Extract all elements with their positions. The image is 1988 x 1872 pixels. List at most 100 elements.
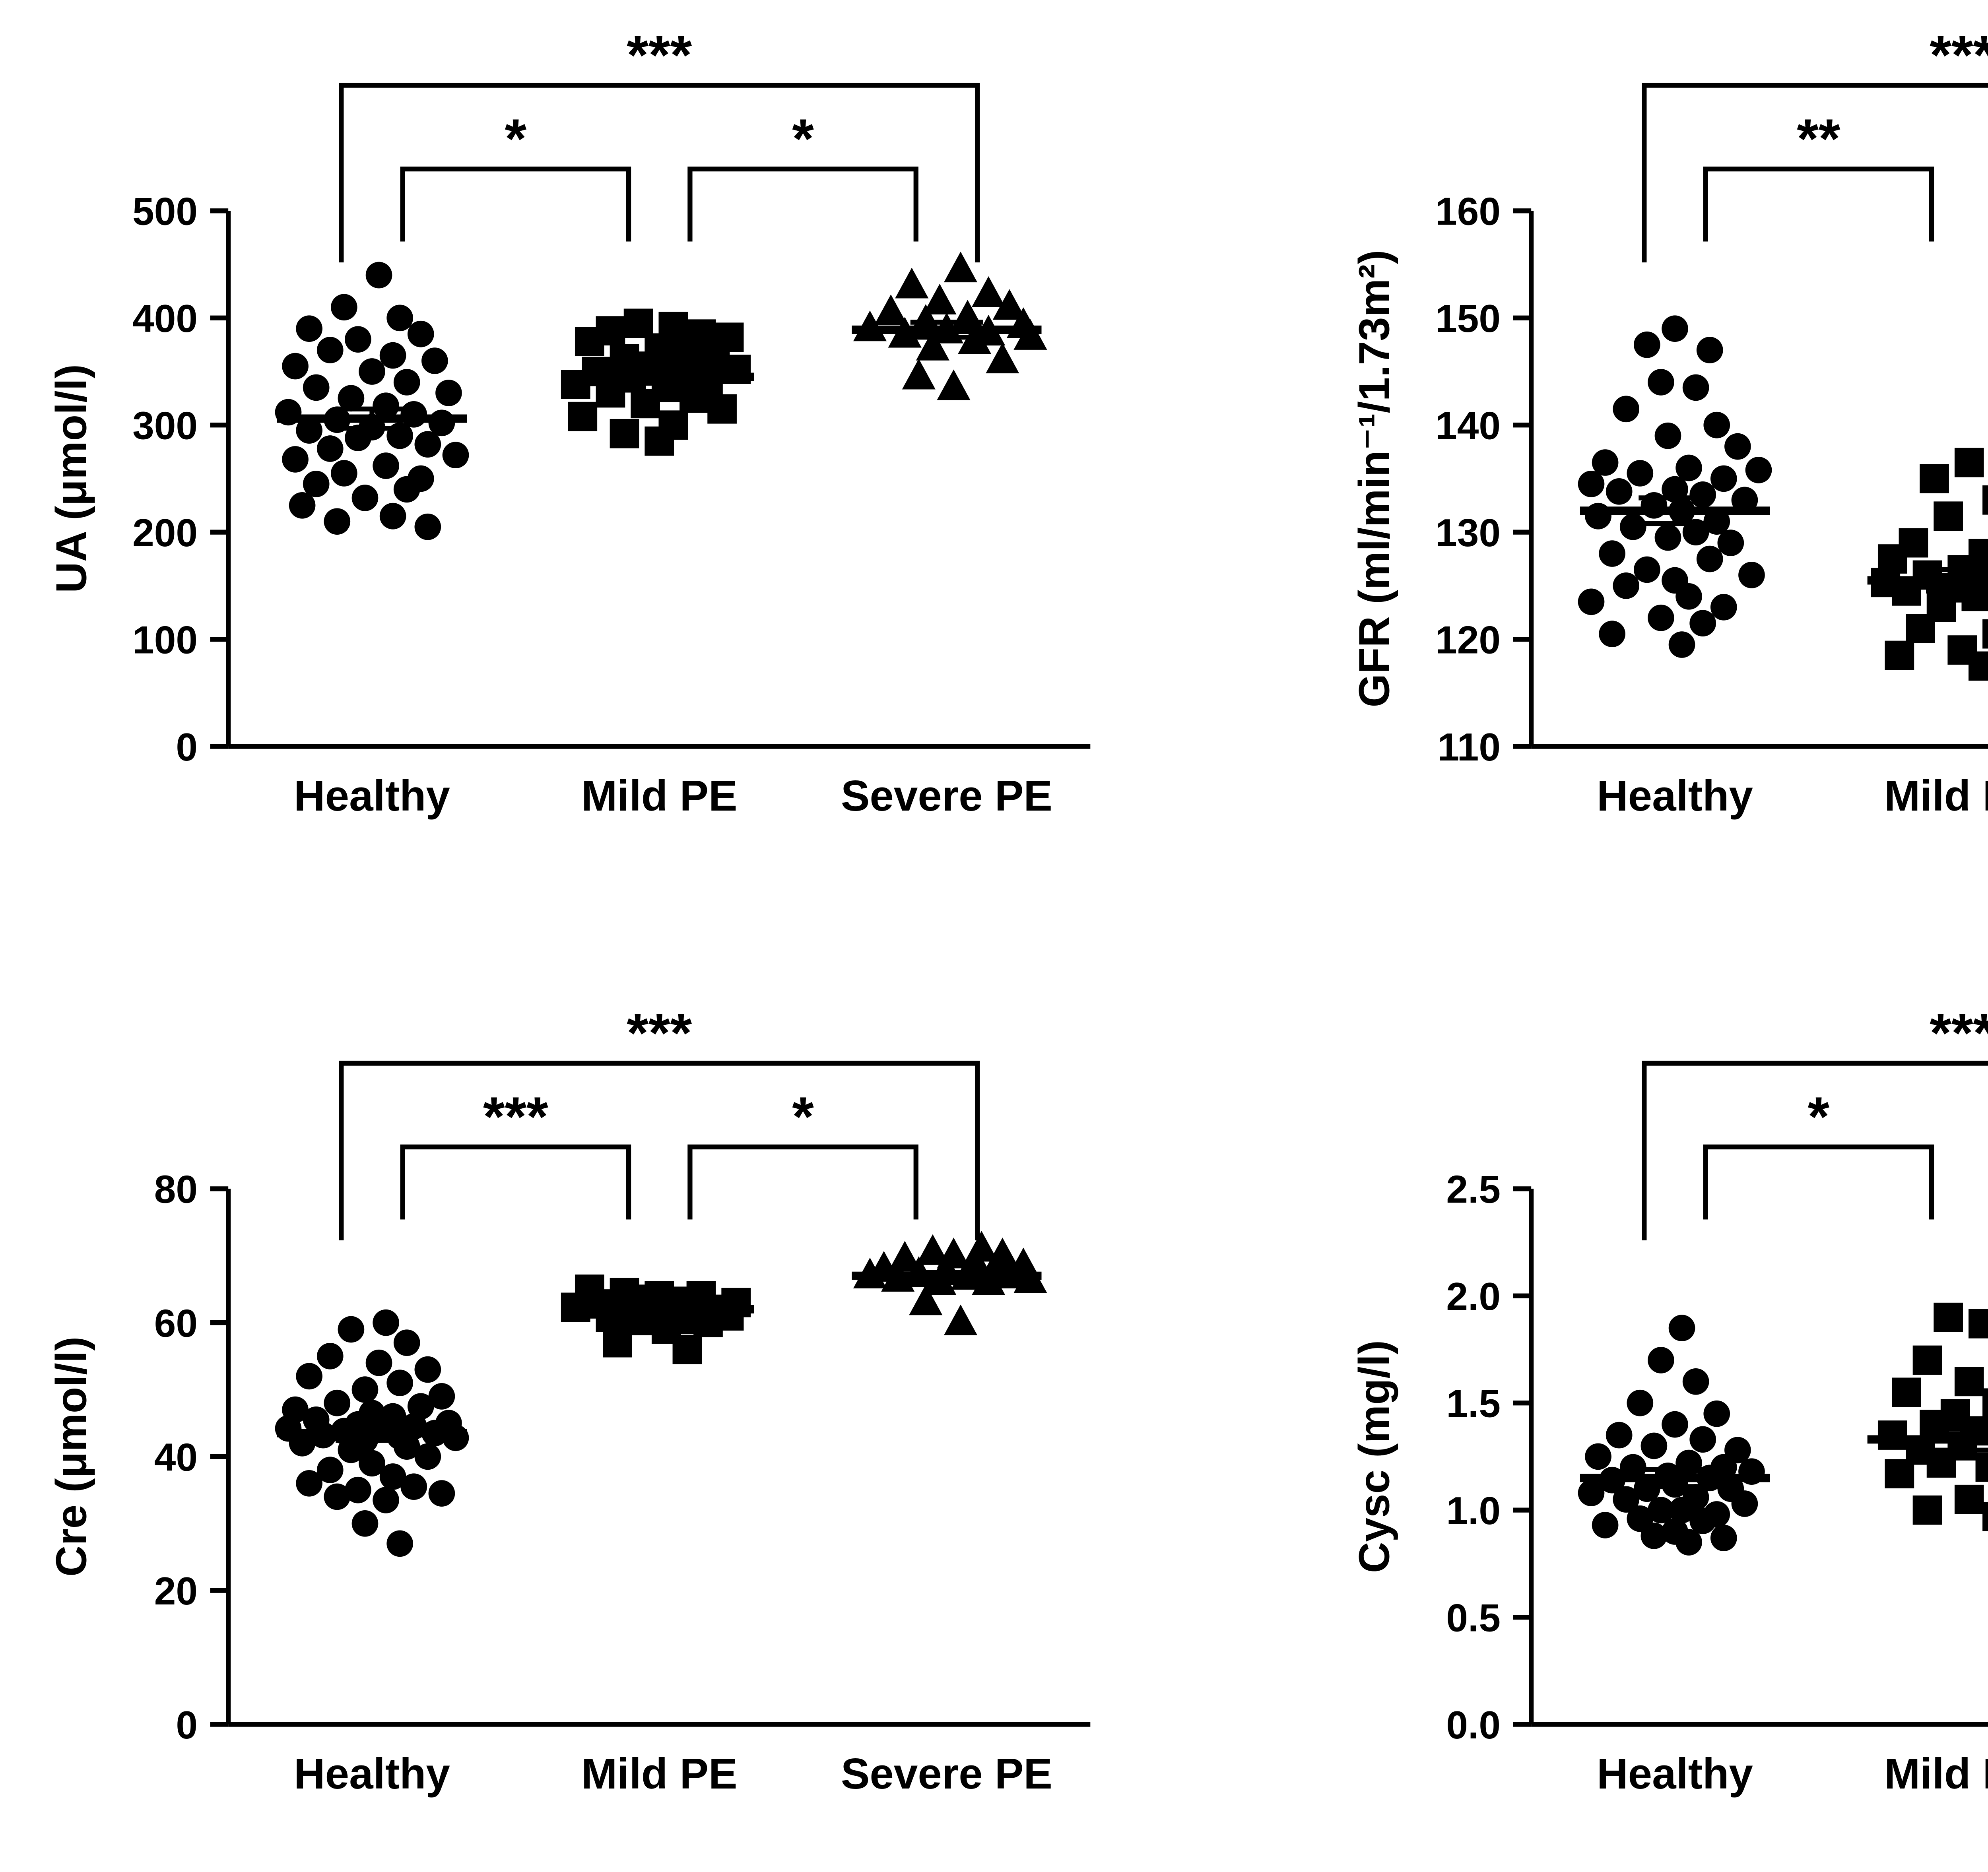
data-point-circle	[442, 1424, 469, 1451]
significance-label: *	[792, 107, 814, 170]
y-axis-title: GFR (ml/min⁻¹/1.73m²)	[1350, 250, 1398, 707]
data-point-circle	[1724, 433, 1751, 460]
data-point-circle	[1668, 1314, 1695, 1341]
data-point-circle	[414, 431, 441, 458]
data-point-circle	[316, 1456, 344, 1483]
chart-gfr: 110 120 130 140 150 160 GFR (ml/min⁻¹/1.73m²) H…	[1339, 20, 1988, 871]
y-tick-label: 1.0	[1446, 1489, 1501, 1533]
data-point-circle	[316, 337, 344, 363]
y-tick-label: 300	[132, 404, 198, 448]
cre-scatter-plot: 0 20 40 60 80 Cre (μmol/l) Healthy Mild PE Sever…	[47, 1001, 1091, 1798]
x-category-label: Healthy	[294, 1750, 450, 1798]
data-point-square	[623, 308, 653, 338]
chart-ua: 0 100 200 300 400 500 UA (μmol/l) Healthy Mild P…	[36, 20, 1124, 871]
data-point-circle	[373, 1486, 399, 1513]
data-point-square	[1926, 1448, 1956, 1478]
chart-cre: 0 20 40 60 80 Cre (μmol/l) Healthy Mild PE Sever…	[36, 998, 1124, 1849]
data-point-circle	[351, 1376, 379, 1403]
data-point-circle	[379, 1463, 406, 1490]
data-point-circle	[1612, 1486, 1639, 1513]
data-point-circle	[400, 1473, 427, 1500]
data-point-square	[575, 327, 604, 356]
data-point-square	[1891, 1377, 1921, 1407]
data-point-square	[568, 402, 598, 431]
x-category-label: Mild PE	[581, 1750, 738, 1798]
data-point-circle	[303, 374, 330, 401]
data-point-square	[1912, 1345, 1942, 1375]
x-category-label: Severe PE	[841, 772, 1052, 820]
data-point-circle	[1606, 478, 1633, 505]
data-point-circle	[428, 1383, 455, 1410]
data-point-circle	[1696, 337, 1723, 363]
data-point-circle	[1717, 530, 1744, 556]
data-point-circle	[345, 326, 371, 353]
data-point-circle	[428, 1480, 455, 1507]
data-point-square	[1968, 1309, 1988, 1339]
data-point-circle	[345, 1476, 371, 1503]
significance-label: *	[1807, 1085, 1829, 1148]
y-axis-title: Cysc (mg/l)	[1350, 1340, 1398, 1573]
data-point-triangle	[895, 268, 929, 299]
significance-label: *	[792, 1085, 814, 1148]
data-point-circle	[1647, 604, 1674, 631]
significance-label: ***	[483, 1085, 548, 1148]
data-point-square	[672, 1335, 702, 1364]
data-point-circle	[1682, 1368, 1709, 1395]
y-tick-label: 150	[1435, 297, 1501, 340]
significance-bracket	[400, 166, 631, 242]
data-point-square	[596, 378, 625, 408]
y-tick-label: 2.5	[1446, 1167, 1501, 1211]
x-category-label: Healthy	[1597, 772, 1753, 820]
data-point-circle	[1689, 1507, 1716, 1534]
data-point-circle	[1578, 1479, 1604, 1506]
data-point-circle	[296, 315, 322, 342]
data-point-square	[1961, 582, 1988, 611]
data-point-circle	[1675, 454, 1702, 481]
data-point-circle	[1592, 1511, 1618, 1538]
data-point-circle	[1654, 524, 1681, 551]
data-point-triangle	[916, 1234, 949, 1265]
data-point-circle	[1703, 1400, 1730, 1427]
data-point-circle	[351, 485, 379, 511]
data-point-circle	[1647, 369, 1674, 396]
data-point-square	[1905, 614, 1935, 644]
cysc-scatter-plot: 0.0 0.5 1.0 1.5 2.0 2.5 Cysc (mg/l) Healthy Mild…	[1350, 1001, 1988, 1798]
y-tick-label: 130	[1435, 511, 1501, 555]
data-point-circle	[282, 446, 309, 473]
data-point-circle	[365, 262, 392, 289]
data-point-circle	[1710, 465, 1737, 492]
data-point-square	[1933, 1302, 1963, 1332]
significance-bracket	[339, 83, 980, 263]
data-point-circle	[351, 1510, 379, 1537]
significance-bracket	[687, 166, 918, 242]
y-tick-label: 200	[132, 511, 198, 555]
y-tick-label: 60	[154, 1301, 198, 1345]
data-point-circle	[414, 1356, 441, 1383]
data-point-circle	[345, 425, 371, 451]
data-point-square	[1954, 1484, 1984, 1514]
data-point-circle	[331, 294, 357, 321]
data-point-circle	[338, 1316, 365, 1342]
data-point-triangle	[992, 289, 1026, 320]
x-category-label: Healthy	[294, 772, 450, 820]
data-point-circle	[373, 452, 399, 479]
data-point-circle	[386, 1530, 414, 1557]
data-point-square	[1982, 485, 1988, 515]
x-category-label: Mild PE	[1884, 1750, 1988, 1798]
data-point-square	[1975, 1452, 1988, 1482]
gfr-scatter-plot: 110 120 130 140 150 160 GFR (ml/min⁻¹/1.73m²) H…	[1350, 24, 1988, 820]
data-point-circle	[316, 1342, 344, 1370]
data-point-square	[631, 389, 660, 419]
x-category-label: Healthy	[1597, 1750, 1753, 1798]
data-point-square	[1877, 1420, 1907, 1450]
data-point-circle	[414, 1443, 441, 1470]
data-point-triangle	[944, 251, 978, 283]
data-point-circle	[1598, 621, 1625, 647]
data-point-circle	[1592, 449, 1618, 476]
y-tick-label: 140	[1435, 404, 1501, 448]
data-point-triangle	[902, 359, 936, 390]
y-tick-label: 110	[1437, 725, 1500, 769]
data-point-circle	[359, 1449, 385, 1476]
data-point-circle	[1682, 374, 1709, 401]
